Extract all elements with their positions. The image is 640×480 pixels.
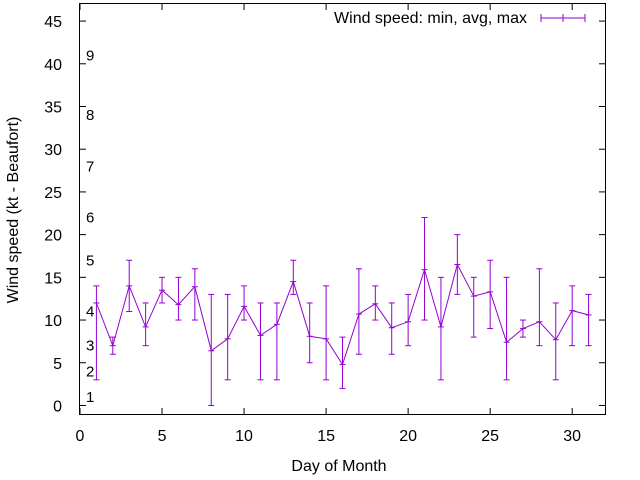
x-tick-label: 15 — [317, 428, 335, 445]
x-tick-label: 30 — [563, 428, 581, 445]
beaufort-label: 8 — [86, 107, 94, 124]
x-axis-label: Day of Month — [291, 458, 386, 475]
beaufort-label: 2 — [86, 363, 94, 380]
y-tick-label: 0 — [53, 398, 62, 415]
beaufort-label: 3 — [86, 338, 94, 355]
legend: Wind speed: min, avg, max — [334, 10, 586, 27]
y-axis-label: Wind speed (kt - Beaufort) — [5, 117, 22, 304]
legend-label: Wind speed: min, avg, max — [334, 10, 527, 27]
y-tick-label: 5 — [53, 356, 62, 373]
y-tick-label: 35 — [44, 100, 62, 117]
y-tick-label: 30 — [44, 142, 62, 159]
x-axis-ticks: 0 5 10 15 20 25 30 — [76, 4, 581, 445]
x-tick-label: 5 — [158, 428, 167, 445]
beaufort-label: 6 — [86, 210, 94, 227]
beaufort-scale-labels: 1 2 3 4 5 6 7 8 9 — [86, 47, 94, 406]
beaufort-label: 1 — [86, 389, 94, 406]
y-tick-label: 10 — [44, 313, 62, 330]
y-tick-label: 15 — [44, 270, 62, 287]
beaufort-label: 4 — [86, 304, 94, 321]
y-tick-label: 25 — [44, 185, 62, 202]
legend-sample — [540, 14, 586, 22]
beaufort-label: 9 — [86, 47, 94, 64]
x-tick-label: 0 — [76, 428, 85, 445]
beaufort-label: 7 — [86, 158, 94, 175]
y-tick-label: 20 — [44, 228, 62, 245]
y-tick-label: 40 — [44, 57, 62, 74]
beaufort-label: 5 — [86, 252, 94, 269]
plot-series-layer — [93, 217, 592, 406]
x-tick-label: 20 — [399, 428, 417, 445]
x-tick-label: 10 — [235, 428, 253, 445]
y-tick-label: 45 — [44, 14, 62, 31]
x-tick-label: 25 — [481, 428, 499, 445]
plot-frame — [79, 3, 606, 415]
